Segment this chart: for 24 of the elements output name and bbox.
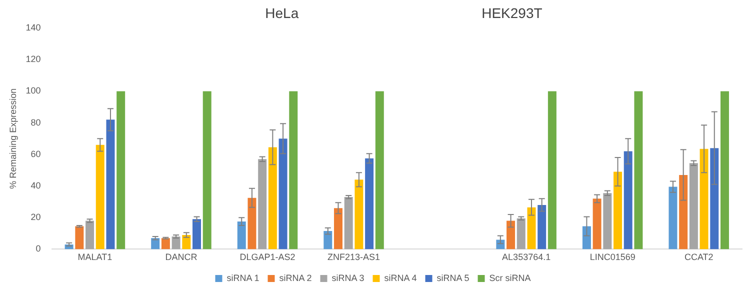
x-tick-label: DLGAP1-AS2 bbox=[240, 252, 296, 262]
legend-label: siRNA 3 bbox=[332, 272, 364, 283]
x-tick-label: LINC01569 bbox=[590, 252, 636, 262]
y-tick-label: 60 bbox=[30, 148, 41, 159]
legend-label: siRNA 2 bbox=[279, 272, 312, 283]
y-tick-label: 40 bbox=[30, 180, 41, 190]
y-axis-title: % Remaining Expression bbox=[8, 88, 18, 189]
x-tick-label: AL353764.1 bbox=[502, 252, 551, 262]
y-tick-label: 0 bbox=[36, 244, 41, 254]
y-tick-label: 20 bbox=[30, 212, 41, 222]
y-tick-label: 120 bbox=[26, 54, 41, 64]
x-tick-label: MALAT1 bbox=[78, 252, 112, 262]
x-tick-label: ZNF213-AS1 bbox=[328, 252, 380, 262]
x-tick-label: DANCR bbox=[165, 252, 198, 262]
legend-label: siRNA 4 bbox=[384, 272, 417, 283]
y-tick-label: 140 bbox=[26, 22, 41, 32]
y-tick-label: 100 bbox=[26, 86, 41, 96]
y-tick-label: 80 bbox=[30, 117, 41, 128]
text: HeLa bbox=[265, 4, 299, 21]
legend-label: siRNA 1 bbox=[226, 272, 260, 283]
legend-label: Scr siRNA bbox=[489, 272, 531, 283]
text: HEK293T bbox=[482, 4, 543, 21]
legend-label: siRNA 5 bbox=[436, 272, 470, 283]
x-tick-label: CCAT2 bbox=[684, 252, 714, 262]
